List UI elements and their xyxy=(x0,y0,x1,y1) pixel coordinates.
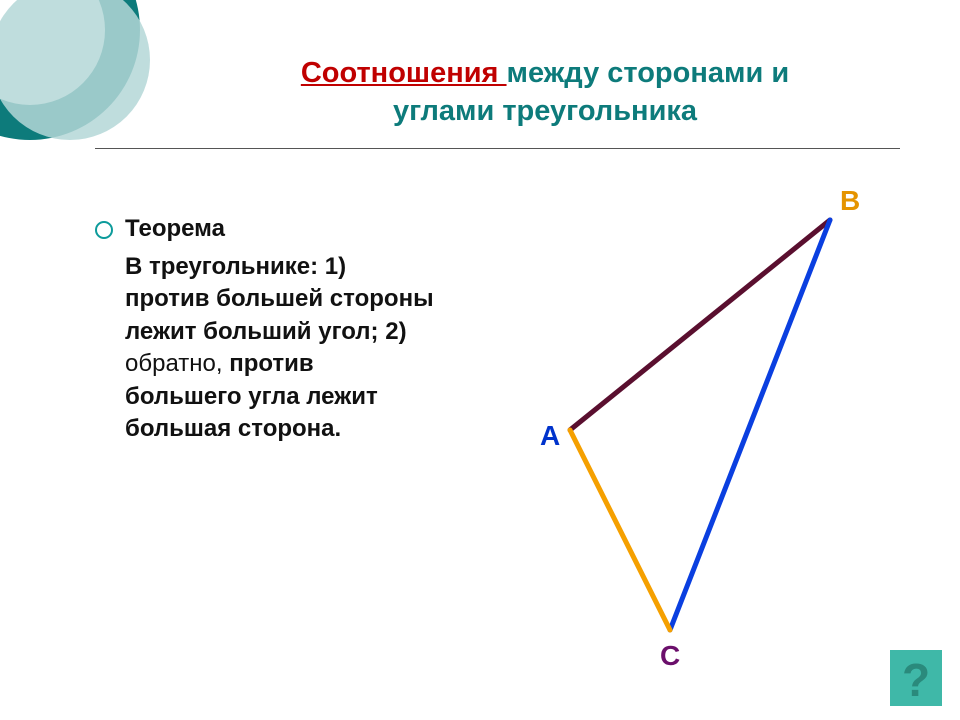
title-text-2: углами треугольника xyxy=(393,95,697,127)
vertex-C-label: C xyxy=(660,640,680,672)
vertex-A-label: A xyxy=(540,420,560,452)
title-divider xyxy=(95,148,900,149)
triangle-svg xyxy=(470,170,920,670)
help-button[interactable]: ? xyxy=(890,650,942,706)
edge-CA xyxy=(570,430,670,630)
slide-title: Соотношения между сторонами и углами тре… xyxy=(190,55,900,130)
theorem-body: В треугольнике: 1) против большей сторон… xyxy=(125,251,435,445)
theorem-block: Теорема В треугольнике: 1) против больше… xyxy=(95,215,435,445)
triangle-diagram: A B C xyxy=(470,170,920,670)
title-link[interactable]: Соотношения xyxy=(301,57,507,89)
title-text-1: между сторонами и xyxy=(507,57,790,89)
bullet-icon xyxy=(95,221,113,239)
vertex-B-label: B xyxy=(840,185,860,217)
help-icon: ? xyxy=(902,653,930,707)
theorem-label: Теорема xyxy=(125,215,225,243)
corner-decoration xyxy=(0,0,140,140)
